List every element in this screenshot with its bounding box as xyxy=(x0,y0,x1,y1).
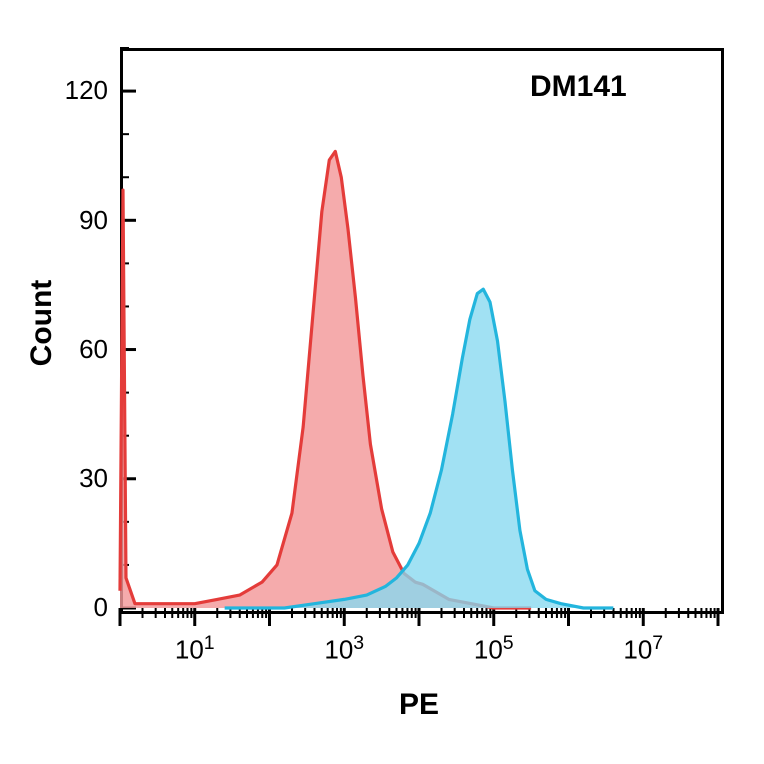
y-tick-label: 120 xyxy=(48,75,108,106)
y-tick-label: 0 xyxy=(48,592,108,623)
x-axis-label: PE xyxy=(120,688,718,722)
y-tick-label: 30 xyxy=(48,463,108,494)
chart-container: DM141 Count PE 0306090120101103105107 xyxy=(0,0,764,764)
x-tick-label: 103 xyxy=(304,632,384,666)
annotation-label: DM141 xyxy=(530,70,627,104)
x-tick-label: 107 xyxy=(603,632,683,666)
x-tick-label: 105 xyxy=(454,632,534,666)
y-tick-label: 60 xyxy=(48,334,108,365)
y-tick-label: 90 xyxy=(48,205,108,236)
x-tick-label: 101 xyxy=(155,632,235,666)
